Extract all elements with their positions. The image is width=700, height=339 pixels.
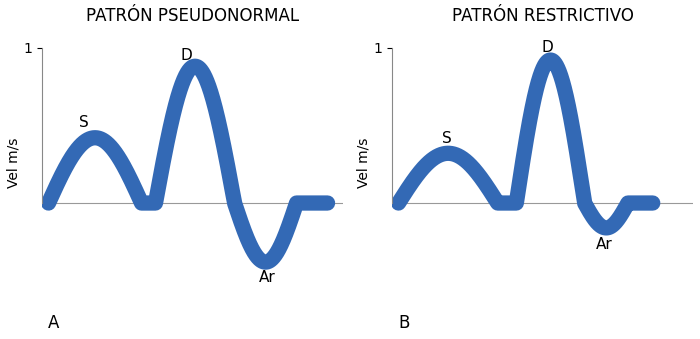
Text: D: D (181, 48, 192, 63)
Text: D: D (542, 40, 553, 55)
Text: S: S (442, 131, 452, 145)
Title: PATRÓN PSEUDONORMAL: PATRÓN PSEUDONORMAL (86, 7, 299, 25)
Text: Ar: Ar (259, 270, 276, 285)
Text: S: S (79, 115, 89, 130)
Y-axis label: Vel m/s: Vel m/s (357, 137, 371, 188)
Title: PATRÓN RESTRICTIVO: PATRÓN RESTRICTIVO (452, 7, 634, 25)
Text: Ar: Ar (596, 237, 613, 252)
Text: B: B (398, 314, 409, 332)
Text: A: A (48, 314, 60, 332)
Y-axis label: Vel m/s: Vel m/s (7, 137, 21, 188)
